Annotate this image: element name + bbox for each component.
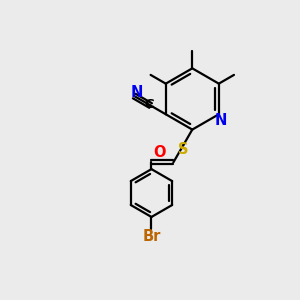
Text: O: O — [153, 145, 166, 160]
Text: S: S — [178, 142, 188, 158]
Text: N: N — [215, 112, 227, 128]
Text: Br: Br — [142, 229, 160, 244]
Text: C: C — [144, 98, 154, 111]
Text: N: N — [130, 85, 143, 100]
